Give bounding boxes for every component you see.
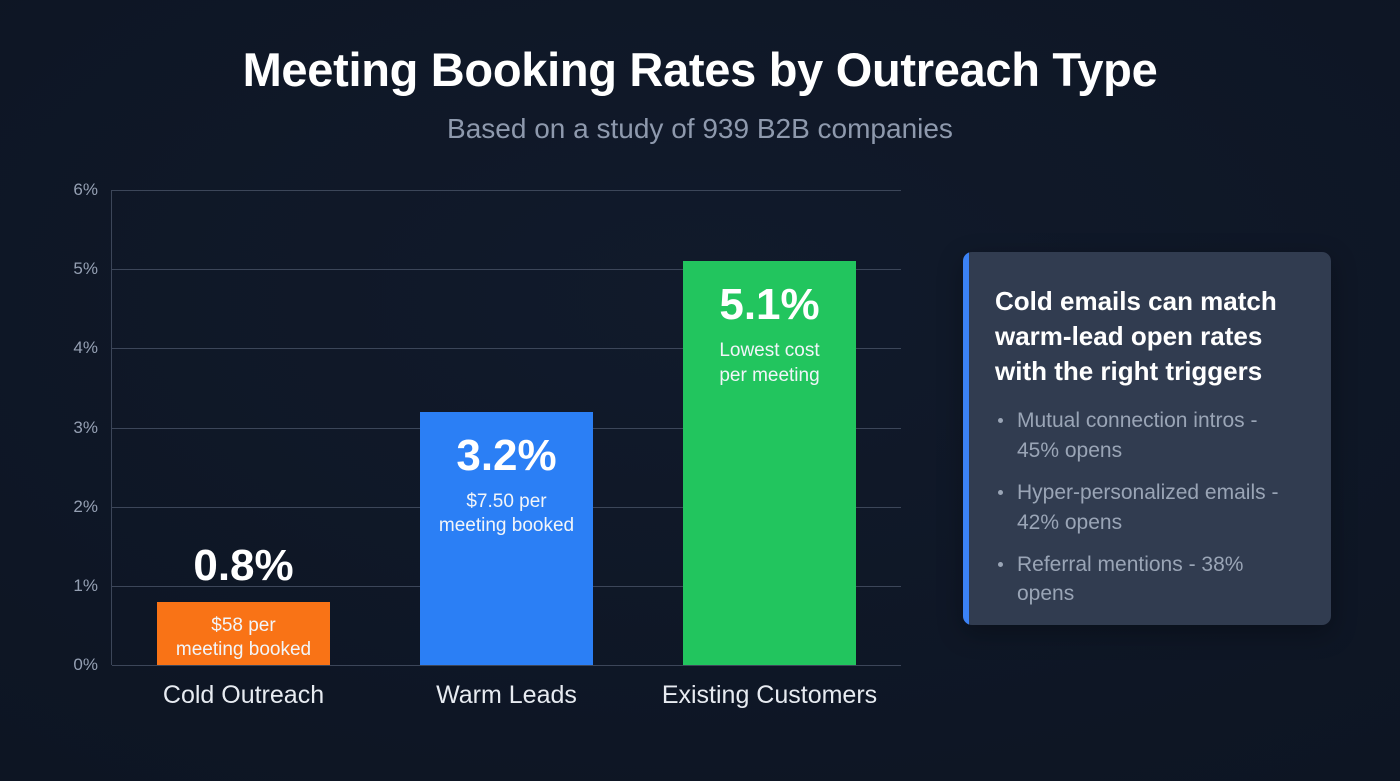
y-axis-line bbox=[111, 190, 112, 665]
bar-group[interactable]: 5.1% Lowest cost per meeting Existing Cust… bbox=[662, 190, 877, 709]
y-axis-tick-label: 6% bbox=[73, 180, 98, 199]
callout-content: Cold emails can match warm-lead open rat… bbox=[963, 252, 1331, 625]
bar-series: 0.8% $58 per meeting booked Cold Outreach 3… bbox=[112, 190, 901, 709]
x-axis-category-label: Cold Outreach bbox=[162, 681, 325, 709]
x-axis-category-label: Existing Customers bbox=[661, 681, 878, 709]
gridline bbox=[112, 348, 901, 350]
callout-bullet-item: Hyper-personalized emails - 42% opens bbox=[995, 478, 1305, 537]
y-axis-tick-label: 1% bbox=[73, 575, 98, 595]
callout-heading: Cold emails can match warm-lead open rat… bbox=[995, 286, 1277, 386]
gridline bbox=[112, 269, 901, 271]
y-axis-tick-label: 4% bbox=[73, 338, 98, 358]
y-axis-tick-label: 0% bbox=[73, 655, 98, 674]
bar-note-label: Lowest cost per meeting bbox=[719, 340, 820, 386]
bullet-dot-icon bbox=[998, 562, 1003, 568]
bar-note-label: $58 per meeting booked bbox=[175, 614, 312, 660]
gridline bbox=[112, 665, 901, 666]
page-title: Meeting Booking Rates by Outreach Type bbox=[242, 43, 1158, 96]
callout-bullet-item: Referral mentions - 38% opens bbox=[995, 550, 1305, 609]
bar-rect[interactable]: 5.1% Lowest cost per meeting bbox=[683, 261, 856, 665]
callout-bullet-text: Referral mentions - 38% opens bbox=[1017, 553, 1244, 606]
y-axis-tick-label: 3% bbox=[73, 417, 98, 437]
x-axis-category-label: Warm Leads bbox=[436, 681, 577, 709]
callout-bullet-item: Mutual connection intros - 45% opens bbox=[995, 406, 1305, 465]
bar-group[interactable]: 3.2% $7.50 per meeting booked Warm Leads bbox=[420, 190, 593, 709]
y-axis-tick-label: 2% bbox=[73, 496, 98, 516]
callout-bullet-list: Mutual connection intros - 45% opens Hype… bbox=[995, 406, 1305, 608]
callout-accent-bar bbox=[963, 252, 969, 625]
insight-callout-card: Cold emails can match warm-lead open rat… bbox=[963, 252, 1331, 625]
bar-chart: 6% 5% 4% 3% 2% 1% 0% 0.8% $58 per meeting booke… bbox=[73, 180, 901, 709]
bar-value-label: 3.2% bbox=[456, 430, 557, 480]
bar-note-label: $7.50 per meeting booked bbox=[438, 490, 575, 536]
bar-rect[interactable]: 3.2% $7.50 per meeting booked bbox=[420, 411, 593, 665]
bullet-dot-icon bbox=[998, 490, 1003, 496]
callout-bullet-text: Mutual connection intros - 45% opens bbox=[1017, 409, 1258, 462]
bar-group[interactable]: 0.8% $58 per meeting booked Cold Outreach bbox=[157, 190, 330, 709]
callout-bullet-text: Hyper-personalized emails - 42% opens bbox=[1017, 481, 1279, 534]
bar-rect[interactable]: $58 per meeting booked bbox=[157, 601, 330, 665]
gridline bbox=[112, 190, 901, 191]
page-subtitle: Based on a study of 939 B2B companies bbox=[447, 113, 953, 144]
bar-value-label: 0.8% bbox=[193, 540, 294, 590]
bar-value-label: 5.1% bbox=[719, 280, 820, 330]
bullet-dot-icon bbox=[998, 418, 1003, 424]
y-axis-tick-label: 5% bbox=[73, 259, 98, 279]
